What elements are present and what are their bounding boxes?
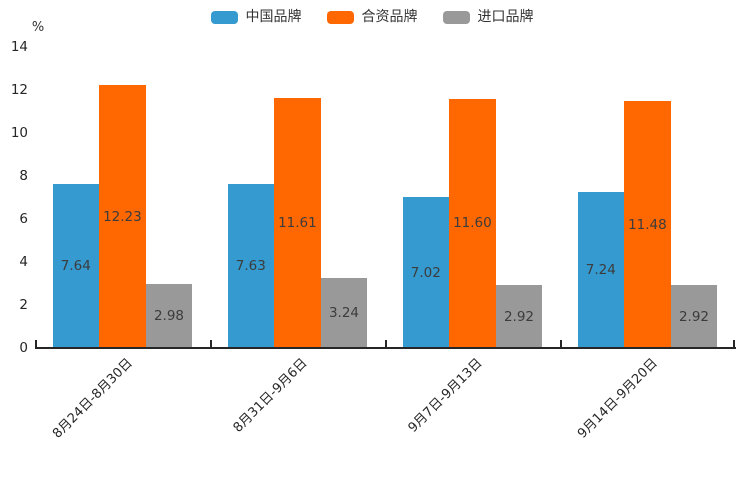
y-axis-tick-label: 8 [19, 168, 28, 184]
bar-中国品牌-1[interactable]: 7.63 [227, 183, 275, 348]
bar-value-label: 7.24 [585, 262, 616, 279]
bar-value-label: 12.23 [103, 208, 142, 225]
bar-中国品牌-2[interactable]: 7.02 [402, 197, 450, 348]
y-axis-unit-label: % [31, 20, 45, 35]
y-axis-tick-label: 0 [19, 340, 28, 356]
bar-value-label: 2.98 [153, 307, 185, 324]
bar-value-label: 3.24 [328, 305, 360, 322]
bar-value-label: 7.64 [60, 257, 91, 274]
y-axis-tick-label: 4 [19, 254, 28, 270]
bar-value-label: 2.92 [678, 308, 710, 325]
x-axis-tick-mark [560, 340, 562, 347]
bar-合资品牌-1[interactable]: 11.61 [274, 98, 321, 348]
legend-item-label: 进口品牌 [477, 9, 534, 25]
legend-swatch [326, 10, 354, 24]
y-axis-tick-label: 2 [19, 297, 28, 313]
x-axis-tick-mark [210, 340, 212, 347]
legend-item-series-0[interactable]: 中国品牌 [210, 9, 302, 25]
bar-中国品牌-0[interactable]: 7.64 [52, 183, 100, 348]
x-axis-category-label: 8月24日-8月30日 [50, 355, 136, 442]
bar-进口品牌-1[interactable]: 3.24 [320, 278, 368, 348]
bar-value-label: 7.63 [235, 257, 266, 274]
bar-进口品牌-2[interactable]: 2.92 [495, 285, 543, 348]
bar-进口品牌-0[interactable]: 2.98 [145, 283, 193, 348]
legend-item-series-1[interactable]: 合资品牌 [326, 9, 418, 25]
bar-合资品牌-2[interactable]: 11.60 [449, 98, 496, 348]
y-axis-tick-label: 6 [19, 211, 28, 227]
legend-item-label: 合资品牌 [361, 9, 418, 25]
x-axis-category-label: 9月7日-9月13日 [405, 355, 486, 436]
legend-swatch [210, 10, 238, 24]
x-axis-tick-mark [35, 340, 37, 347]
bar-value-label: 11.60 [453, 215, 492, 232]
x-axis-tick-mark [385, 340, 387, 347]
bar-value-label: 11.48 [628, 216, 667, 233]
x-axis-tick-mark [733, 340, 735, 347]
bar-value-label: 11.61 [278, 215, 317, 232]
bar-合资品牌-0[interactable]: 12.23 [99, 85, 146, 348]
y-axis-tick-label: 14 [10, 39, 28, 55]
bar-合资品牌-3[interactable]: 11.48 [624, 101, 671, 348]
bar-value-label: 2.92 [503, 308, 535, 325]
legend-swatch [442, 10, 470, 24]
bar-中国品牌-3[interactable]: 7.24 [577, 192, 625, 348]
x-axis-line [35, 347, 736, 349]
bar-进口品牌-3[interactable]: 2.92 [670, 285, 718, 348]
x-axis-category-label: 8月31日-9月6日 [230, 355, 311, 436]
y-axis-tick-label: 12 [10, 82, 28, 98]
y-axis-tick-label: 10 [10, 125, 28, 141]
legend-item-series-2[interactable]: 进口品牌 [442, 9, 534, 25]
x-axis-category-label: 9月14日-9月20日 [575, 355, 661, 442]
legend-item-label: 中国品牌 [245, 9, 302, 25]
bar-value-label: 7.02 [410, 264, 441, 281]
legend: 中国品牌 合资品牌 进口品牌 [0, 7, 744, 27]
